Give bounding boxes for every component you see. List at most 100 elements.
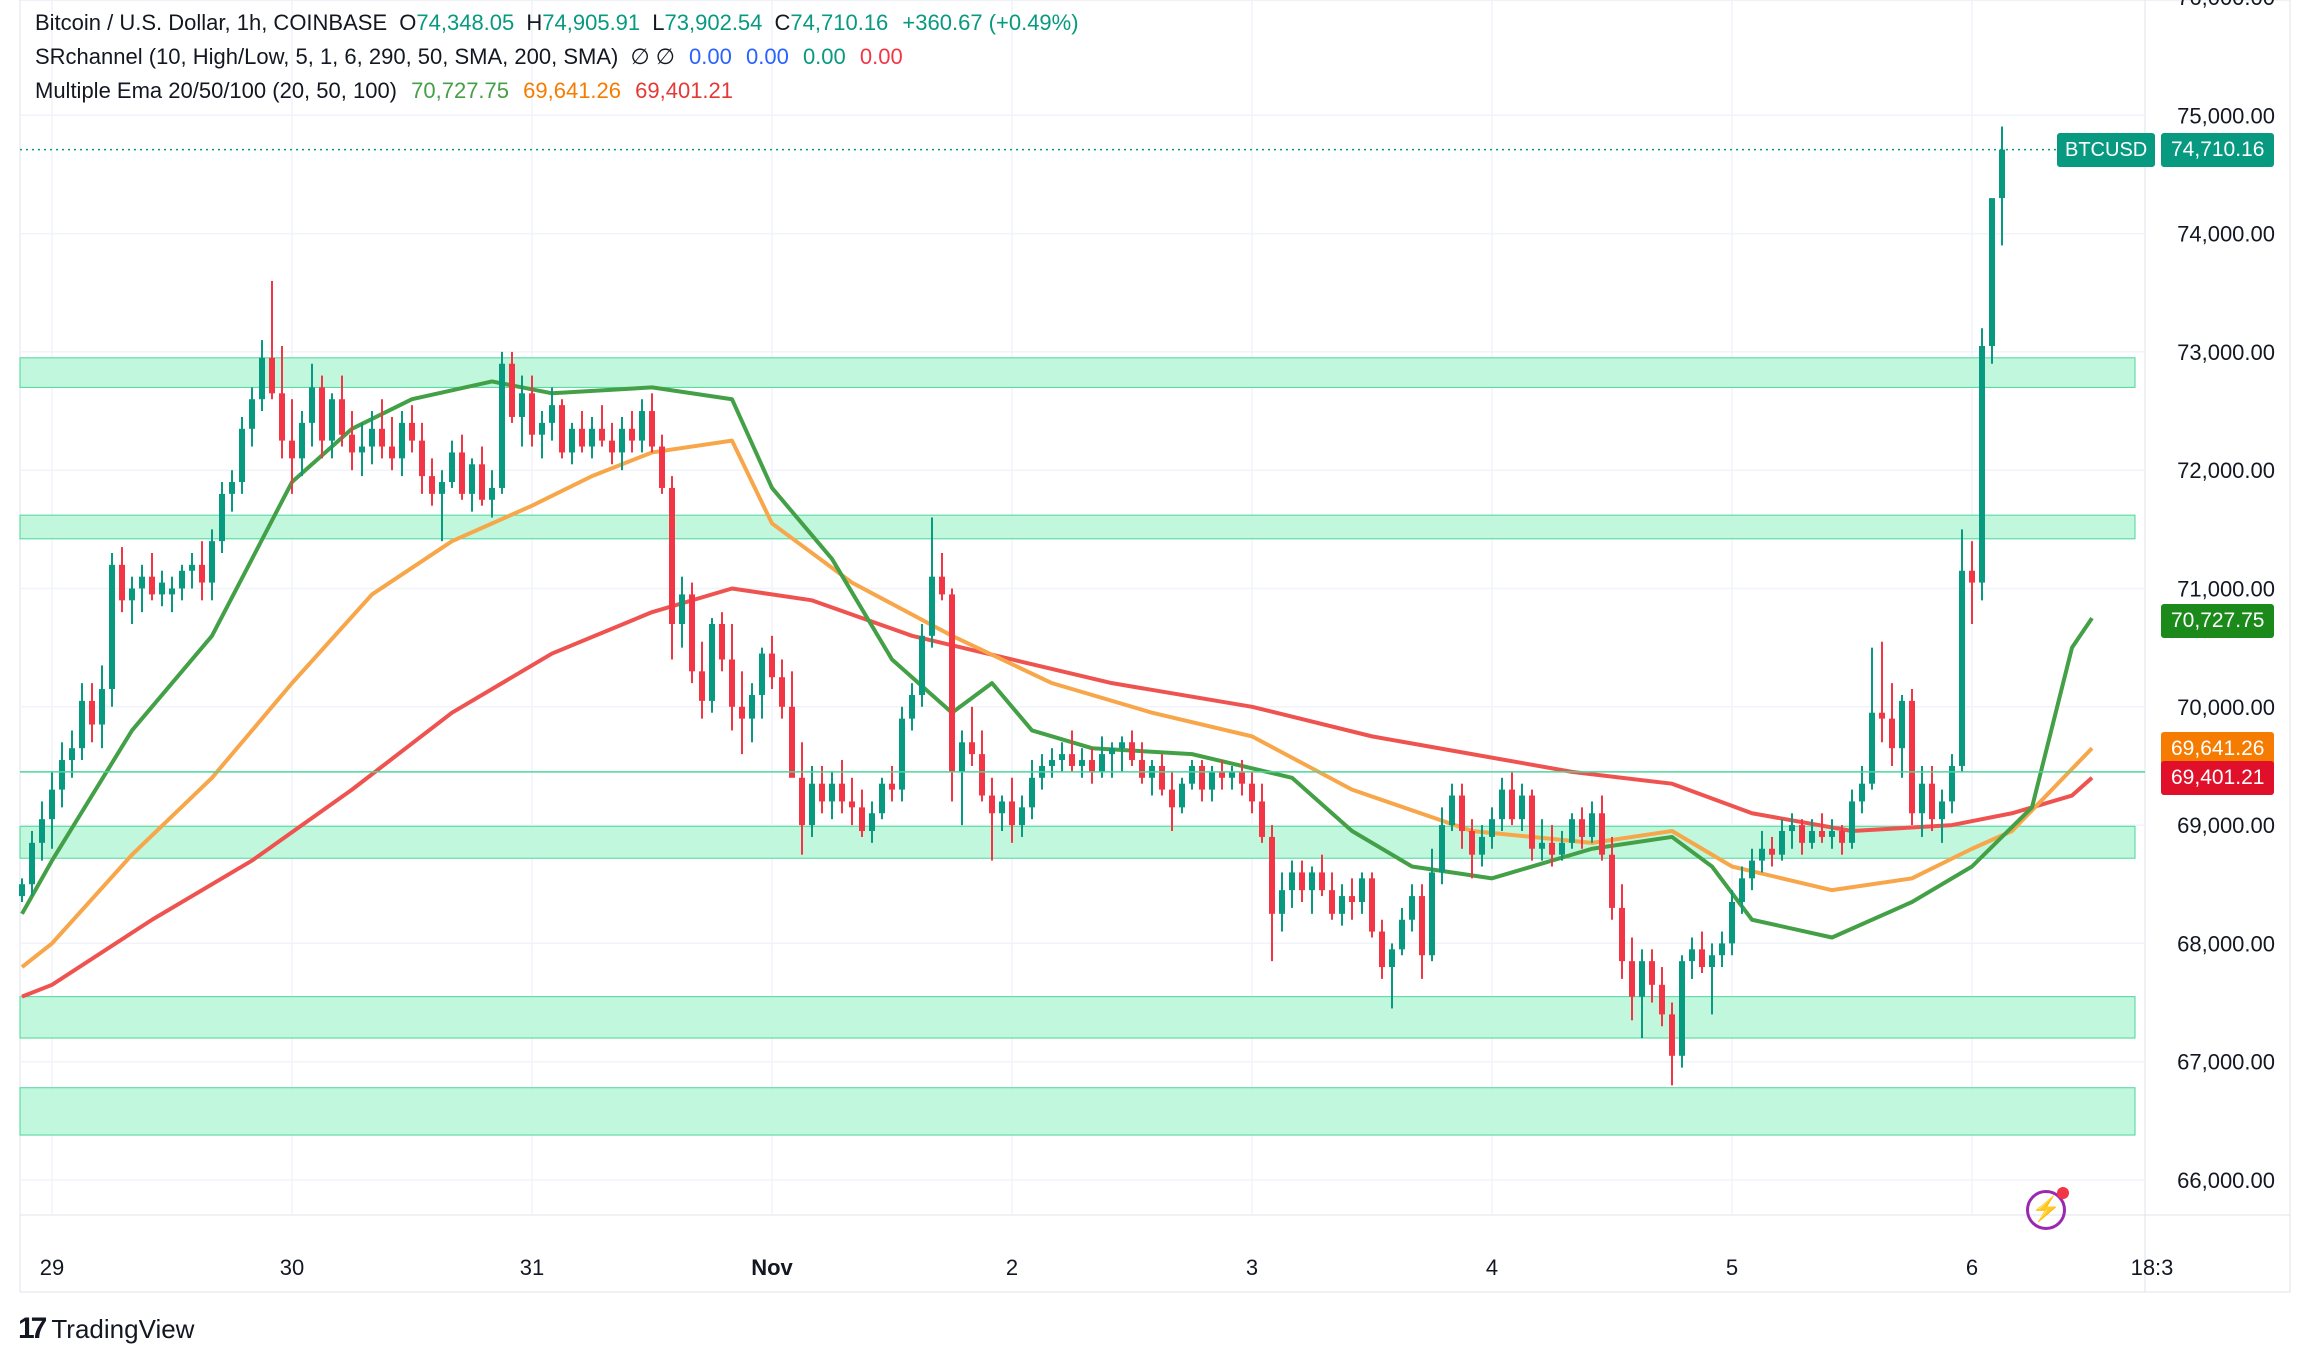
ohlc-high: H74,905.91 <box>526 10 641 35</box>
candle-body <box>1529 795 1535 849</box>
ema20-price-label: 70,727.75 <box>2161 603 2275 638</box>
candle-body <box>749 694 755 719</box>
candle-body <box>1939 801 1945 820</box>
sr-zone <box>19 996 2136 1039</box>
candle-body <box>1659 984 1665 1015</box>
candle-body <box>1709 955 1715 968</box>
candle-body <box>689 594 695 672</box>
candle-body <box>1809 831 1815 843</box>
srchannel-label: SRchannel (10, High/Low, 5, 1, 6, 290, 5… <box>35 44 619 69</box>
legend-srchannel-row[interactable]: SRchannel (10, High/Low, 5, 1, 6, 290, 5… <box>35 44 903 70</box>
candle-body <box>809 783 815 826</box>
sr-zone <box>19 514 2136 540</box>
candle-body <box>1169 789 1175 808</box>
candle-body <box>979 754 985 796</box>
x-tick-label: 5 <box>1726 1255 1738 1280</box>
candle-body <box>1089 760 1095 772</box>
candle-body <box>29 842 35 885</box>
candle-body <box>839 783 845 802</box>
y-tick-label: 69,000.00 <box>2177 813 2275 838</box>
y-tick-label: 73,000.00 <box>2177 340 2275 365</box>
candle-body <box>59 760 65 790</box>
candle-body <box>1619 907 1625 962</box>
candle-body <box>279 393 285 441</box>
candle-body <box>1689 949 1695 962</box>
tradingview-logo[interactable]: 17 TradingView <box>18 1312 194 1346</box>
price-lines <box>20 148 2145 773</box>
srchannel-value-4: 0.00 <box>859 44 903 69</box>
candle-body <box>1459 795 1465 832</box>
y-tick-label: 71,000.00 <box>2177 577 2275 602</box>
candle-body <box>389 446 395 459</box>
candle-body <box>1309 872 1315 891</box>
candle-body <box>119 564 125 601</box>
y-tick-label: 66,000.00 <box>2177 1168 2275 1193</box>
candle-body <box>739 706 745 719</box>
candle-body <box>79 700 85 749</box>
candle-body <box>1189 765 1195 784</box>
candle-body <box>819 783 825 802</box>
candle-body <box>1639 961 1645 997</box>
candle-body <box>1979 345 1985 583</box>
candle-body <box>289 440 295 459</box>
legend-ema-row[interactable]: Multiple Ema 20/50/100 (20, 50, 100) 70,… <box>35 78 733 104</box>
candle-body <box>369 428 375 447</box>
candle-body <box>509 363 515 417</box>
candle-body <box>719 623 725 660</box>
candle-body <box>179 570 185 589</box>
candle-body <box>1749 860 1755 879</box>
y-tick-label: 72,000.00 <box>2177 458 2275 483</box>
candle-body <box>1989 198 1995 346</box>
candle-body <box>829 783 835 802</box>
ohlc-low: L73,902.54 <box>652 10 763 35</box>
lightning-icon[interactable]: ⚡ <box>2026 1187 2069 1230</box>
candle-body <box>1469 831 1475 855</box>
candle-body <box>129 588 135 601</box>
x-tick-label: 4 <box>1486 1255 1498 1280</box>
candle-body <box>319 387 325 441</box>
candle-body <box>1739 878 1745 902</box>
legend-title-row: Bitcoin / U.S. Dollar, 1h, COINBASE O74,… <box>35 10 1079 36</box>
tradingview-wordmark: TradingView <box>51 1313 195 1344</box>
candle-body <box>1279 890 1285 914</box>
candle-body <box>1449 795 1455 826</box>
x-tick-label: 6 <box>1966 1255 1978 1280</box>
candle-body <box>569 428 575 453</box>
candle-body <box>579 428 585 447</box>
candle-body <box>729 659 735 707</box>
candle-body <box>349 434 355 453</box>
candle-body <box>599 428 605 441</box>
notification-dot <box>2057 1187 2069 1199</box>
candle-body <box>529 393 535 435</box>
candle-body <box>1499 789 1505 820</box>
candle-body <box>159 582 165 595</box>
candle-body <box>1029 777 1035 808</box>
candle-body <box>1329 890 1335 914</box>
candles <box>19 126 2005 1086</box>
x-tick-label: 18:3 <box>2131 1255 2174 1280</box>
candle-body <box>1629 961 1635 997</box>
candle-body <box>1179 783 1185 808</box>
candle-body <box>1399 919 1405 950</box>
candle-body <box>1719 943 1725 956</box>
candle-body <box>769 653 775 678</box>
candle-body <box>1769 848 1775 855</box>
candle-body <box>859 807 865 832</box>
ema50-line <box>20 438 2094 969</box>
candle-body <box>759 653 765 695</box>
candle-body <box>439 482 445 494</box>
candle-body <box>699 671 705 701</box>
candle-body <box>789 706 795 778</box>
candle-body <box>1239 771 1245 784</box>
candle-body <box>229 482 235 494</box>
candle-body <box>1479 836 1485 855</box>
candle-body <box>259 357 265 400</box>
candle-body <box>1119 742 1125 749</box>
candle-body <box>239 428 245 483</box>
candle-body <box>1949 765 1955 802</box>
candle-body <box>799 777 805 826</box>
candle-body <box>379 428 385 447</box>
candle-body <box>1129 742 1135 761</box>
candle-body <box>1589 813 1595 837</box>
